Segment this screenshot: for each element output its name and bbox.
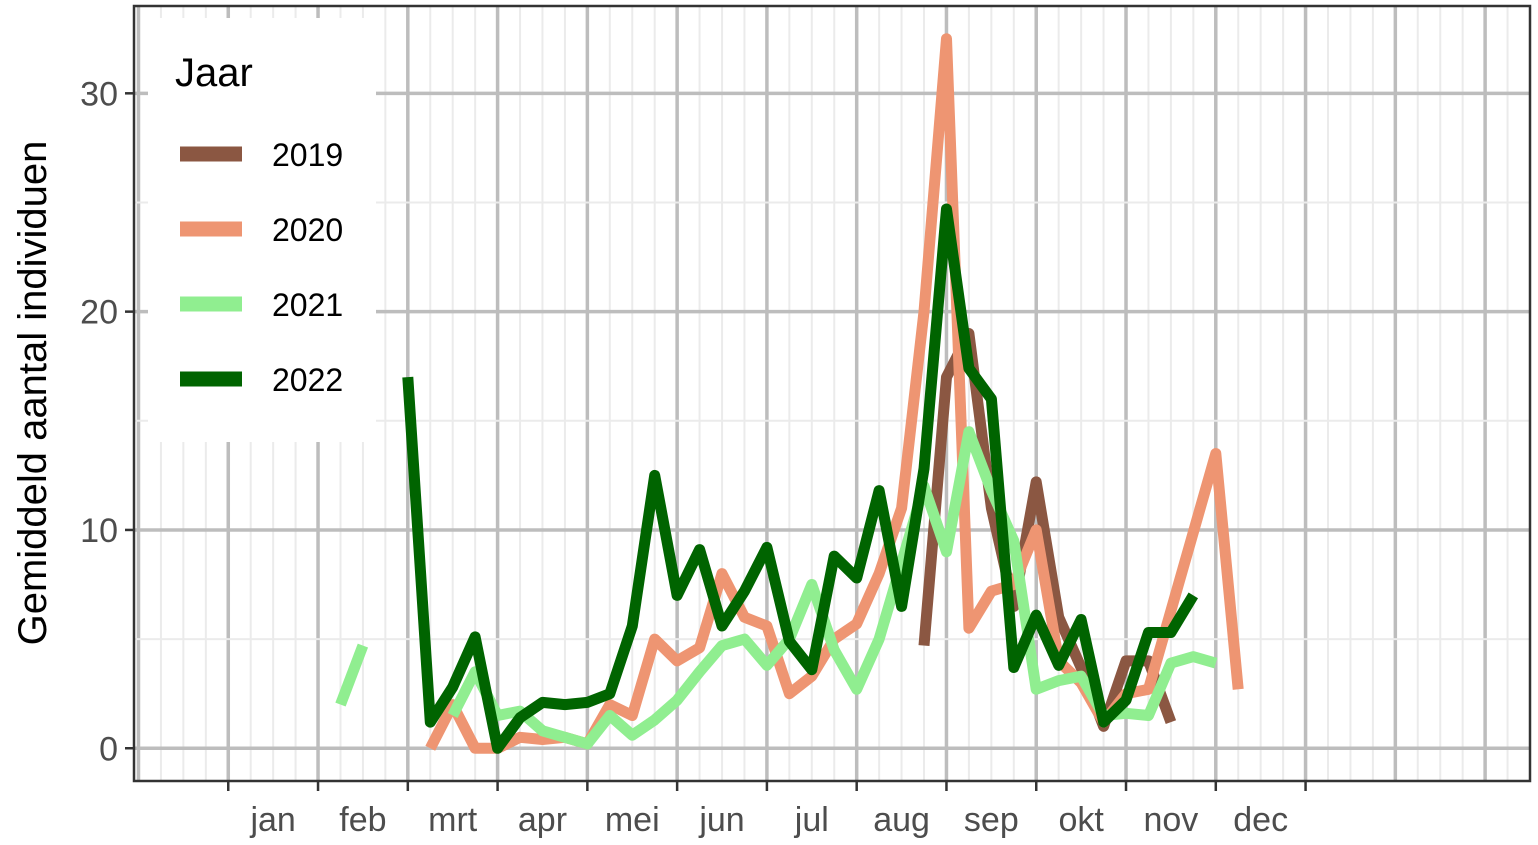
axes: 0 10 20 30 jan feb mrt apr mei jun jul aug sep okt nov… (80, 75, 1307, 839)
legend-label-2020: 2020 (272, 212, 343, 248)
series-line-2021 (335, 643, 369, 707)
x-tick-label: jan (249, 801, 295, 839)
x-tick-label: sep (964, 801, 1019, 839)
series-line-2022 (402, 203, 1199, 754)
legend-label-2021: 2021 (272, 287, 343, 323)
y-tick-label: 30 (80, 75, 118, 113)
x-tick-label: mrt (428, 801, 478, 839)
x-tick-label: dec (1233, 801, 1288, 839)
x-tick-label: jun (698, 801, 744, 839)
legend-label-2022: 2022 (272, 362, 343, 398)
series-line-2021 (447, 426, 1218, 750)
y-axis-title: Gemiddeld aantal individuen (11, 141, 55, 646)
legend-title: Jaar (175, 51, 253, 95)
series-group (335, 33, 1244, 754)
legend: Jaar 2019 2020 2021 2022 (148, 18, 376, 442)
y-tick-label: 10 (80, 512, 118, 550)
y-tick-label: 0 (99, 730, 118, 768)
x-tick-label: apr (518, 801, 567, 839)
x-tick-label: aug (873, 801, 930, 839)
x-tick-label: okt (1058, 801, 1104, 839)
x-tick-label: jul (794, 801, 829, 839)
x-tick-label: nov (1143, 801, 1198, 839)
legend-label-2019: 2019 (272, 137, 343, 173)
x-tick-label: feb (339, 801, 386, 839)
x-tick-label: mei (605, 801, 660, 839)
plot-border (132, 4, 1532, 783)
y-tick-label: 20 (80, 294, 118, 332)
